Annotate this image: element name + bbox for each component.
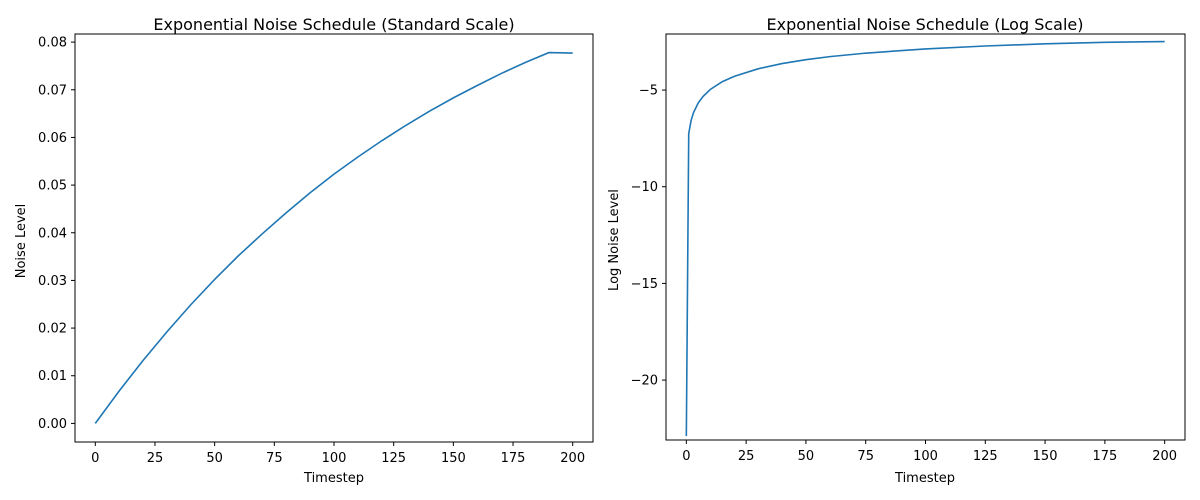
y-tick-label: 0.08: [38, 36, 67, 51]
y-tick-label: −5: [639, 84, 658, 99]
x-tick-label: 175: [1092, 449, 1117, 464]
y-tick-label: 0.05: [38, 179, 67, 194]
series-line: [94, 51, 573, 424]
y-axis-label: Noise Level: [14, 204, 29, 279]
x-tick-label: 125: [973, 449, 998, 464]
x-tick-label: 50: [206, 451, 223, 466]
x-tick-label: 125: [381, 451, 406, 466]
series-lines: [685, 40, 1165, 437]
x-tick-label: 25: [147, 451, 164, 466]
plot-log-scale: Exponential Noise Schedule (Log Scale) T…: [607, 15, 1186, 486]
x-tick-label: 75: [857, 449, 874, 464]
x-tick-label: 0: [91, 451, 99, 466]
y-tick-label: 0.03: [38, 274, 67, 289]
series-line: [685, 40, 1165, 437]
x-axis-label: Timestep: [303, 471, 364, 486]
y-tick-label: 0.01: [38, 369, 67, 384]
x-tick-label: 200: [1152, 449, 1177, 464]
y-tick-label: −20: [631, 374, 658, 389]
y-tick-label: 0.06: [38, 131, 67, 146]
x-tick-label: 100: [913, 449, 938, 464]
series-lines: [94, 51, 573, 424]
plot-title: Exponential Noise Schedule (Log Scale): [767, 15, 1084, 34]
axis-ticks: 0 25 50 75 100 125 150 175 200 0.00 0.01 0.02 0.03 0.…: [38, 36, 585, 466]
y-tick-label: 0.04: [38, 226, 67, 241]
plot-title: Exponential Noise Schedule (Standard Sca…: [153, 15, 514, 34]
x-tick-label: 25: [738, 449, 755, 464]
plot-standard-scale: Exponential Noise Schedule (Standard Sca…: [14, 15, 594, 486]
plot-frame: [74, 33, 594, 443]
y-tick-label: −10: [631, 180, 658, 195]
y-tick-label: 0.07: [38, 83, 67, 98]
y-tick-label: 0.00: [38, 417, 67, 432]
x-axis-label: Timestep: [894, 471, 955, 486]
plot-frame: [665, 33, 1186, 441]
x-tick-label: 175: [501, 451, 526, 466]
axis-ticks: 0 25 50 75 100 125 150 175 200 −20 −15 −10 −5: [631, 84, 1178, 464]
x-tick-label: 100: [322, 451, 347, 466]
y-tick-label: 0.02: [38, 322, 67, 337]
x-tick-label: 50: [798, 449, 815, 464]
x-tick-label: 75: [266, 451, 283, 466]
x-tick-label: 0: [682, 449, 690, 464]
x-tick-label: 150: [441, 451, 466, 466]
x-tick-label: 200: [560, 451, 585, 466]
x-tick-label: 150: [1033, 449, 1058, 464]
y-axis-label: Log Noise Level: [607, 189, 622, 291]
y-tick-label: −15: [631, 277, 658, 292]
